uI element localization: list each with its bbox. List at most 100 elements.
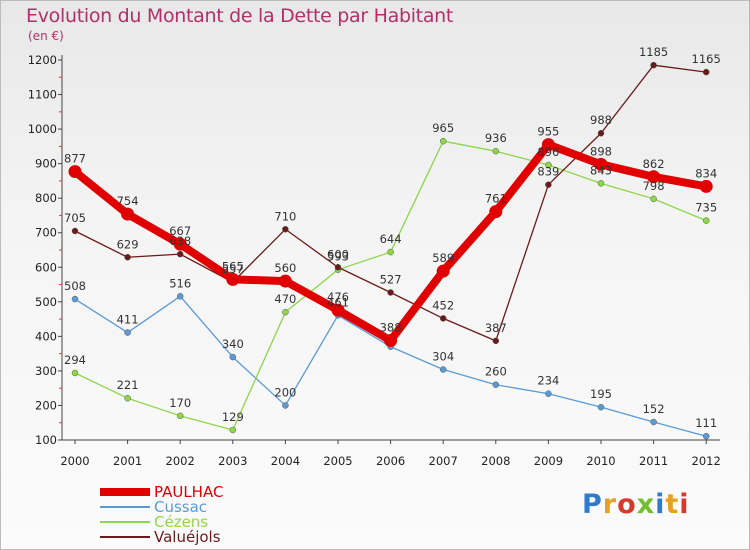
legend-label-valuéjols: Valuéjols <box>154 528 221 546</box>
y-tick-label: 700 <box>35 226 57 240</box>
y-tick-label: 900 <box>35 157 57 171</box>
data-label: 629 <box>117 237 139 251</box>
data-point <box>384 334 398 348</box>
data-point <box>489 205 503 219</box>
data-point <box>71 227 79 235</box>
data-label: 839 <box>537 165 559 179</box>
data-label: 260 <box>485 365 507 379</box>
unit-label: (en €) <box>28 29 64 43</box>
data-label: 644 <box>380 232 402 246</box>
data-label: 304 <box>432 350 454 364</box>
data-point <box>492 147 500 155</box>
data-label: 195 <box>590 387 612 401</box>
x-tick-label: 2010 <box>586 454 615 468</box>
data-label: 387 <box>485 321 507 335</box>
data-label: 294 <box>64 353 86 367</box>
data-label: 200 <box>274 385 296 399</box>
data-label: 705 <box>64 211 86 225</box>
data-point <box>334 264 342 271</box>
data-point <box>436 264 450 278</box>
data-label: 508 <box>64 279 86 293</box>
legend-label-cézens: Cézens <box>154 513 208 531</box>
data-point <box>387 289 394 296</box>
y-tick-label: 1000 <box>28 122 57 136</box>
data-point <box>121 207 135 221</box>
data-label: 710 <box>274 209 296 223</box>
y-tick-label: 1200 <box>28 53 57 67</box>
data-label: 129 <box>222 410 244 424</box>
data-label: 152 <box>643 402 665 416</box>
data-label: 388 <box>380 321 402 335</box>
x-tick-label: 2005 <box>323 454 352 468</box>
data-point <box>594 157 608 171</box>
data-point <box>124 329 131 336</box>
y-tick-label: 600 <box>35 260 57 274</box>
data-label: 527 <box>380 272 402 286</box>
data-point <box>282 308 289 316</box>
data-point <box>282 402 289 409</box>
x-tick-label: 2007 <box>429 454 458 468</box>
data-label: 735 <box>695 201 717 215</box>
data-label: 593 <box>327 250 349 264</box>
data-label: 667 <box>169 224 191 238</box>
data-point <box>124 254 131 261</box>
data-label: 234 <box>537 374 559 388</box>
data-label: 843 <box>590 163 612 177</box>
data-label: 638 <box>169 234 191 248</box>
series-line-valuéjols <box>74 64 707 342</box>
data-label: 877 <box>64 152 86 166</box>
data-point <box>702 217 710 224</box>
data-point <box>387 248 394 256</box>
data-label: 476 <box>327 290 349 304</box>
data-point <box>71 295 79 303</box>
data-label: 170 <box>169 396 191 410</box>
data-point <box>699 179 713 193</box>
chart-title: Evolution du Montant de la Dette par Hab… <box>26 5 454 27</box>
y-tick-label: 500 <box>35 295 57 309</box>
data-label: 761 <box>485 192 507 206</box>
y-tick-label: 100 <box>35 433 57 447</box>
legend-label-paulhac: PAULHAC <box>154 483 223 501</box>
data-label: 898 <box>590 144 612 158</box>
data-point <box>597 180 605 187</box>
data-point <box>229 353 237 361</box>
data-point <box>650 418 657 426</box>
x-tick-label: 2003 <box>218 454 247 468</box>
data-point <box>492 337 500 345</box>
data-label: 111 <box>695 416 717 430</box>
data-label: 834 <box>695 166 717 180</box>
data-point <box>439 137 447 145</box>
data-point <box>278 274 292 288</box>
x-tick-label: 2008 <box>481 454 510 468</box>
legend-label-cussac: Cussac <box>154 498 207 516</box>
data-label: 560 <box>274 261 296 275</box>
data-point <box>176 412 184 420</box>
data-point <box>650 195 657 203</box>
data-label: 470 <box>274 292 296 306</box>
data-point <box>545 181 552 188</box>
data-label: 955 <box>537 125 559 139</box>
data-point <box>71 369 79 377</box>
data-point <box>702 68 710 76</box>
data-point <box>229 426 237 434</box>
data-label: 557 <box>222 262 244 276</box>
proxiti-logo: Proxiti <box>582 489 690 520</box>
data-label: 896 <box>537 145 559 159</box>
data-label: 565 <box>222 259 244 273</box>
x-tick-label: 2012 <box>692 454 721 468</box>
data-point <box>68 165 82 179</box>
data-point <box>597 403 605 411</box>
y-tick-label: 400 <box>35 329 57 343</box>
data-point <box>545 161 552 169</box>
data-label: 754 <box>117 194 139 208</box>
data-point <box>650 61 657 69</box>
y-tick-label: 1100 <box>28 88 57 102</box>
data-label: 221 <box>117 378 139 392</box>
y-tick-label: 200 <box>35 398 57 412</box>
data-point <box>541 138 555 152</box>
x-tick-label: 2002 <box>166 454 195 468</box>
x-tick-label: 2009 <box>534 454 563 468</box>
data-point <box>176 293 184 300</box>
data-point <box>439 366 447 373</box>
